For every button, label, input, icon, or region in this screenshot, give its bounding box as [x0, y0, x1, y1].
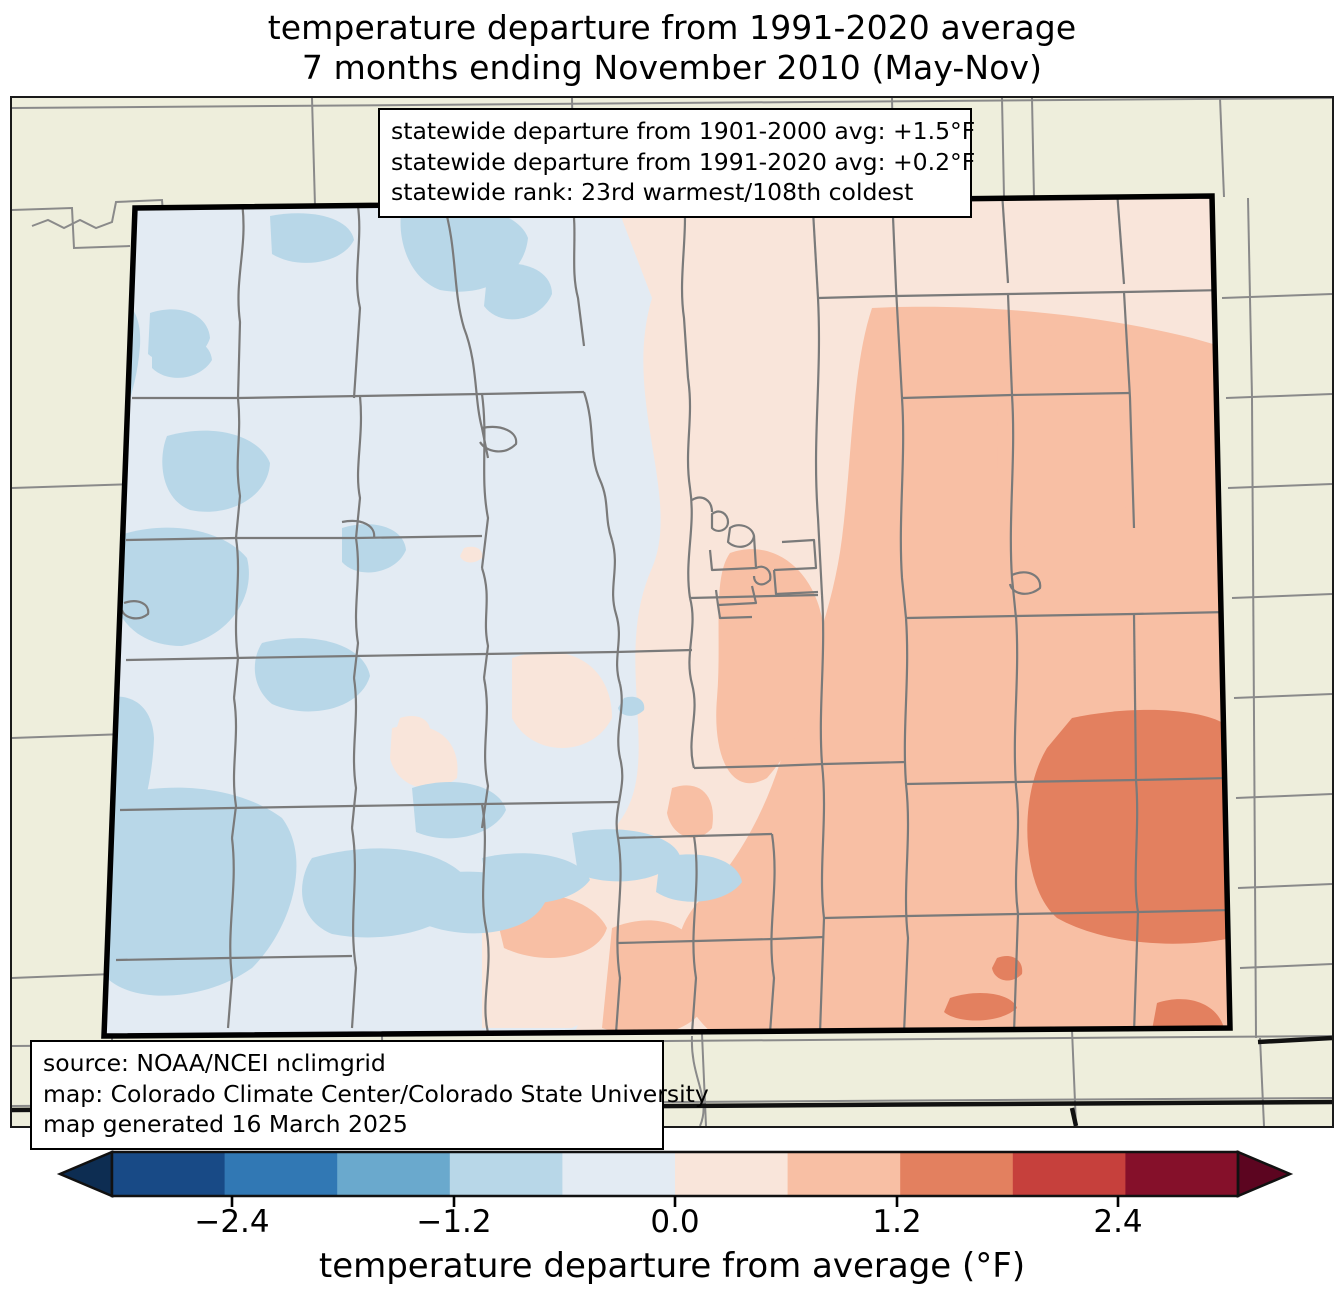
source-line-3: map generated 16 March 2025: [43, 1110, 408, 1139]
stats-line-2: statewide departure from 1991-2020 avg: …: [391, 147, 976, 176]
colorbar-tick-group: [230, 1196, 1120, 1207]
colorbar: −2.4 −1.2 0.0 1.2 2.4 temperature departure …: [0, 1138, 1344, 1299]
band-minus1.2-north-a: [270, 213, 354, 263]
colorbar-band-7: [900, 1152, 1014, 1196]
colorbar-tick-labels: −2.4 −1.2 0.0 1.2 2.4: [0, 1204, 1344, 1248]
colorbar-band-0: [112, 1152, 226, 1196]
colorbar-tick-label-0: −2.4: [194, 1204, 270, 1240]
source-credit-box: source: NOAA/NCEI nclimgrid map: Colorad…: [30, 1040, 709, 1150]
colorbar-band-2: [337, 1152, 451, 1196]
title-line-2: 7 months ending November 2010 (May-Nov): [301, 48, 1043, 88]
colorbar-band-5: [675, 1152, 789, 1196]
colorbar-band-3: [449, 1152, 563, 1196]
stats-line-1: statewide departure from 1901-2000 avg: …: [391, 117, 976, 145]
statewide-stats-box: statewide departure from 1901-2000 avg: …: [378, 108, 976, 218]
page-title: temperature departure from 1991-2020 ave…: [0, 8, 1344, 89]
title-line-1: temperature departure from 1991-2020 ave…: [267, 8, 1077, 47]
colorbar-band-1: [224, 1152, 338, 1196]
source-line-1: source: NOAA/NCEI nclimgrid: [43, 1049, 386, 1077]
colorbar-tick-label-4: 2.4: [1093, 1204, 1143, 1240]
colorbar-tick-label-2: 0.0: [650, 1204, 700, 1240]
colorbar-band-9: [1125, 1152, 1239, 1196]
map-frame: [10, 96, 1334, 1128]
colorbar-extend-low: [56, 1150, 114, 1198]
departure-shading-layer: [104, 196, 1230, 1036]
band-minus1.2-b: [162, 430, 270, 512]
stats-line-3: statewide rank: 23rd warmest/108th colde…: [391, 178, 914, 207]
colorado-temperature-departure-map: [12, 98, 1332, 1126]
colorbar-extend-high: [1236, 1150, 1294, 1198]
colorbar-axis-label: temperature departure from average (°F): [318, 1246, 1026, 1286]
band-1.2-to-1.8: [1027, 709, 1230, 944]
hot-speck-b: [944, 993, 1017, 1021]
hot-speck-a: [992, 955, 1023, 981]
colorbar-tick-label-3: 1.2: [872, 1204, 922, 1240]
colorbar-band-6: [787, 1152, 901, 1196]
colorbar-band-4: [562, 1152, 676, 1196]
band-minus1.2-to-minus0.6-a: [107, 787, 297, 996]
colorbar-band-8: [1012, 1152, 1126, 1196]
colorbar-tick-label-1: −1.2: [416, 1204, 492, 1240]
colorbar-swatches: [56, 1150, 1294, 1207]
source-line-2: map: Colorado Climate Center/Colorado St…: [43, 1079, 709, 1108]
colorbar-band-group: [56, 1150, 1294, 1198]
